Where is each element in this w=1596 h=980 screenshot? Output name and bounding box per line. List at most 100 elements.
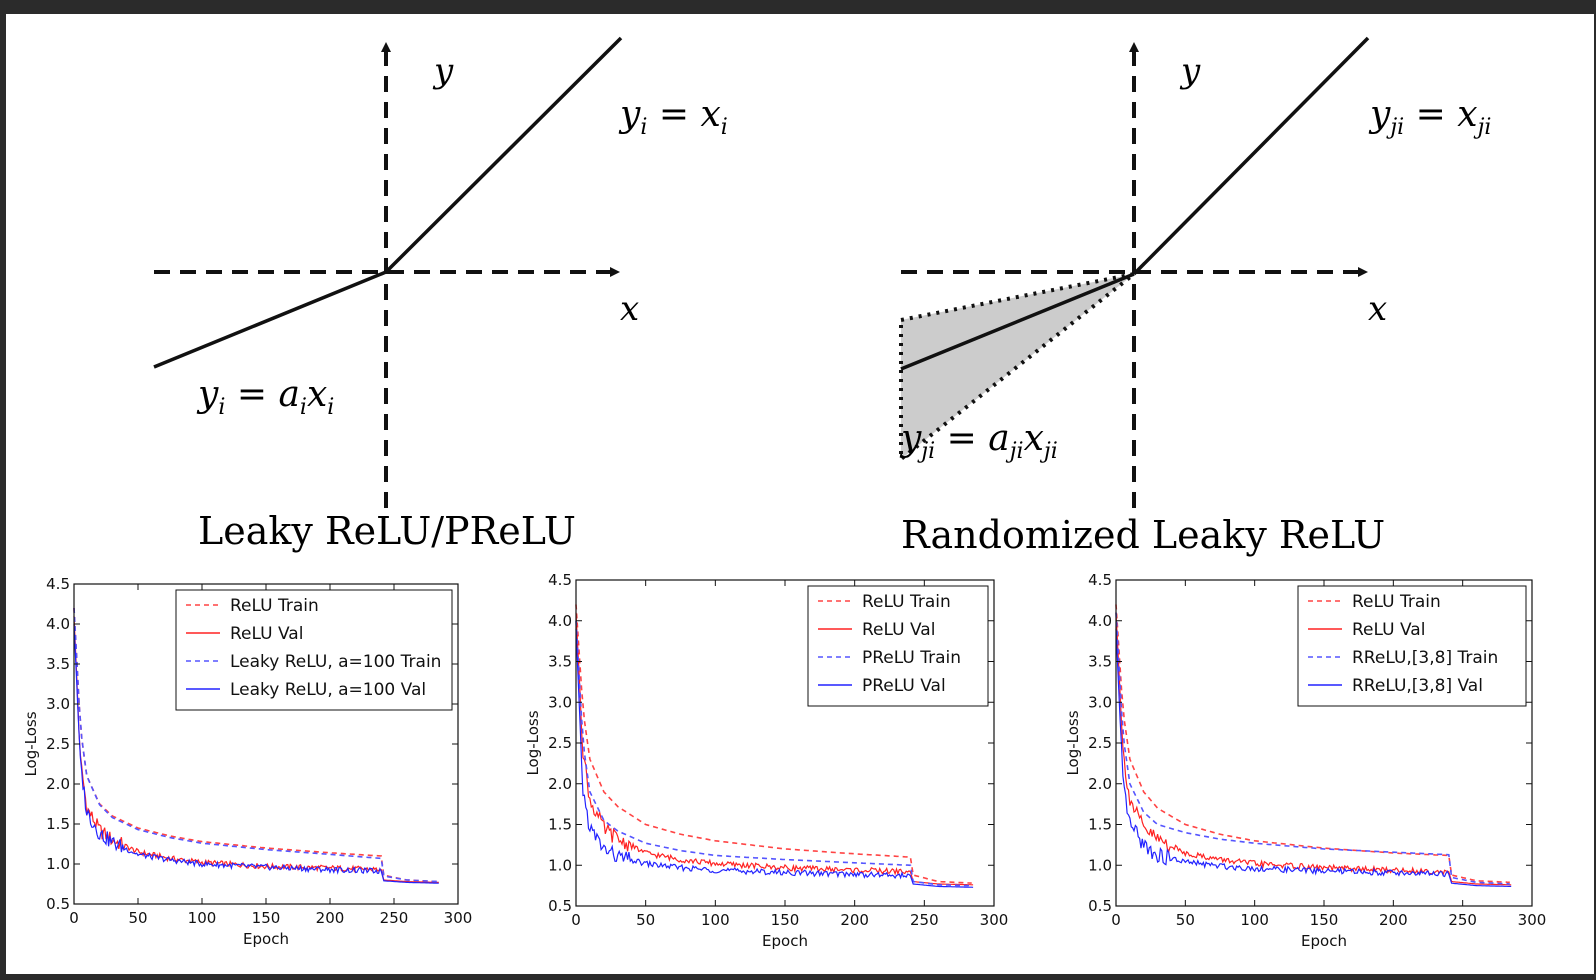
y-tick-label: 2.0 — [1088, 775, 1112, 793]
x-tick-label: 250 — [380, 909, 409, 927]
y-tick-label: 3.0 — [1088, 693, 1112, 711]
chart-3: 0 50 100 150 200 250 300 0.5 1.0 1.5 2.0 2.5 3.0 3.5 4… — [1064, 571, 1546, 950]
diagram-caption: Randomized Leaky ReLU — [901, 513, 1385, 557]
x-tick-label: 50 — [128, 909, 147, 927]
x-tick-label: 100 — [188, 909, 217, 927]
x-tick-label: 250 — [910, 911, 939, 929]
x-tick-label: 100 — [1240, 911, 1269, 929]
y-tick-label: 3.0 — [548, 693, 572, 711]
random-slope-range-region — [899, 272, 1136, 464]
positive-equation: yi = xi — [618, 94, 728, 140]
x-tick-label: 50 — [1176, 911, 1195, 929]
chart-2: 0 50 100 150 200 250 300 0.5 1.0 1.5 2.0 2.5 3.0 3.5 4… — [524, 571, 1008, 950]
series-line-4 — [73, 623, 439, 884]
y-axis-label: Log-Loss — [22, 711, 40, 776]
y-tick-label: 2.0 — [548, 775, 572, 793]
x-tick-label: 0 — [571, 911, 581, 929]
negative-equation: yji = ajixji — [899, 418, 1058, 464]
y-tick-label: 4.0 — [548, 612, 572, 630]
legend-label: ReLU Val — [1352, 620, 1425, 640]
legend-label: Leaky ReLU, a=100 Train — [230, 652, 441, 672]
x-tick-label: 250 — [1448, 911, 1477, 929]
legend-label: PReLU Train — [862, 648, 961, 668]
series-line-1 — [575, 604, 972, 884]
legend-label: ReLU Val — [862, 620, 935, 640]
positive-branch-line — [1132, 36, 1370, 276]
x-tick-label: 0 — [69, 909, 79, 927]
x-tick-label: 150 — [252, 909, 281, 927]
series-line-1 — [1115, 604, 1510, 884]
y-axis-label: Log-Loss — [524, 710, 542, 775]
y-tick-label: 4.5 — [1088, 571, 1112, 589]
x-tick-label: 200 — [1379, 911, 1408, 929]
x-axis-label: x — [620, 289, 639, 329]
y-tick-label: 4.0 — [46, 615, 70, 633]
legend-label: Leaky ReLU, a=100 Val — [230, 680, 426, 700]
x-tick-label: 150 — [771, 911, 800, 929]
x-tick-label: 200 — [316, 909, 345, 927]
y-tick-label: 1.0 — [46, 855, 70, 873]
y-tick-label: 0.5 — [548, 897, 572, 915]
x-axis-label: Epoch — [243, 930, 289, 948]
y-axis-label: Log-Loss — [1064, 710, 1082, 775]
series-line-4 — [1115, 628, 1512, 888]
diagram-caption: Leaky ReLU/PReLU — [198, 509, 576, 553]
negative-branch-line — [153, 270, 387, 369]
series-line-3 — [1115, 612, 1510, 885]
x-tick-label: 0 — [1111, 911, 1121, 929]
legend-label: PReLU Val — [862, 676, 946, 696]
y-axis-label: y — [1179, 51, 1201, 91]
figure-canvas: y x yi = xi yi = aixi Leaky ReLU/PReLU y… — [6, 14, 1594, 974]
y-tick-label: 0.5 — [1088, 897, 1112, 915]
y-axis-label: y — [432, 51, 454, 91]
y-tick-label: 3.0 — [46, 695, 70, 713]
y-tick-label: 3.5 — [1088, 653, 1112, 671]
x-tick-label: 300 — [980, 911, 1009, 929]
chart-1: 0 50 100 150 200 250 300 0.5 1.0 1.5 2.0 2.5 3.0 3.5 4… — [22, 575, 472, 948]
legend-label: ReLU Val — [230, 624, 303, 644]
x-axis-label: Epoch — [762, 932, 808, 950]
series-line-3 — [575, 620, 972, 887]
y-tick-label: 4.5 — [46, 575, 70, 593]
x-tick-label: 300 — [444, 909, 473, 927]
x-tick-label: 100 — [701, 911, 730, 929]
y-tick-label: 0.5 — [46, 895, 70, 913]
x-axis-label: x — [1368, 289, 1387, 329]
x-tick-label: 150 — [1310, 911, 1339, 929]
legend-label: ReLU Train — [1352, 592, 1441, 612]
positive-equation: yji = xji — [1368, 94, 1491, 140]
loss-charts: 0 50 100 150 200 250 300 0.5 1.0 1.5 2.0 2.5 3.0 3.5 4… — [22, 571, 1546, 950]
legend-label: RReLU,[3,8] Val — [1352, 676, 1483, 696]
negative-equation: yi = aixi — [196, 374, 334, 420]
y-tick-label: 2.0 — [46, 775, 70, 793]
legend-box — [807, 585, 989, 707]
series-line-2 — [73, 615, 439, 884]
series-line-1 — [73, 607, 438, 883]
y-tick-label: 4.5 — [548, 571, 572, 589]
series-line-4 — [575, 628, 974, 888]
series-line-3 — [73, 607, 438, 883]
x-tick-label: 300 — [1518, 911, 1547, 929]
legend-label: ReLU Train — [230, 596, 319, 616]
x-axis-label: Epoch — [1301, 932, 1347, 950]
legend-box — [1297, 585, 1527, 707]
legend-box — [175, 589, 453, 711]
y-tick-label: 1.5 — [1088, 816, 1112, 834]
y-tick-label: 4.0 — [1088, 612, 1112, 630]
y-tick-label: 3.5 — [548, 653, 572, 671]
y-tick-label: 2.5 — [1088, 734, 1112, 752]
randomized-leaky-relu-diagram: y x yji = xji yji = ajixji Randomized Le… — [899, 36, 1491, 557]
leaky-relu-diagram: y x yi = xi yi = aixi Leaky ReLU/PReLU — [153, 36, 728, 553]
series-line-2 — [575, 612, 974, 886]
series-line-2 — [1115, 612, 1512, 886]
positive-branch-line — [384, 36, 623, 274]
y-tick-label: 1.5 — [548, 816, 572, 834]
y-tick-label: 1.0 — [548, 856, 572, 874]
y-tick-label: 2.5 — [548, 734, 572, 752]
negative-branch-line — [900, 272, 1135, 371]
legend-label: ReLU Train — [862, 592, 951, 612]
x-tick-label: 200 — [840, 911, 869, 929]
y-tick-label: 1.0 — [1088, 856, 1112, 874]
y-tick-label: 1.5 — [46, 815, 70, 833]
y-tick-label: 2.5 — [46, 735, 70, 753]
